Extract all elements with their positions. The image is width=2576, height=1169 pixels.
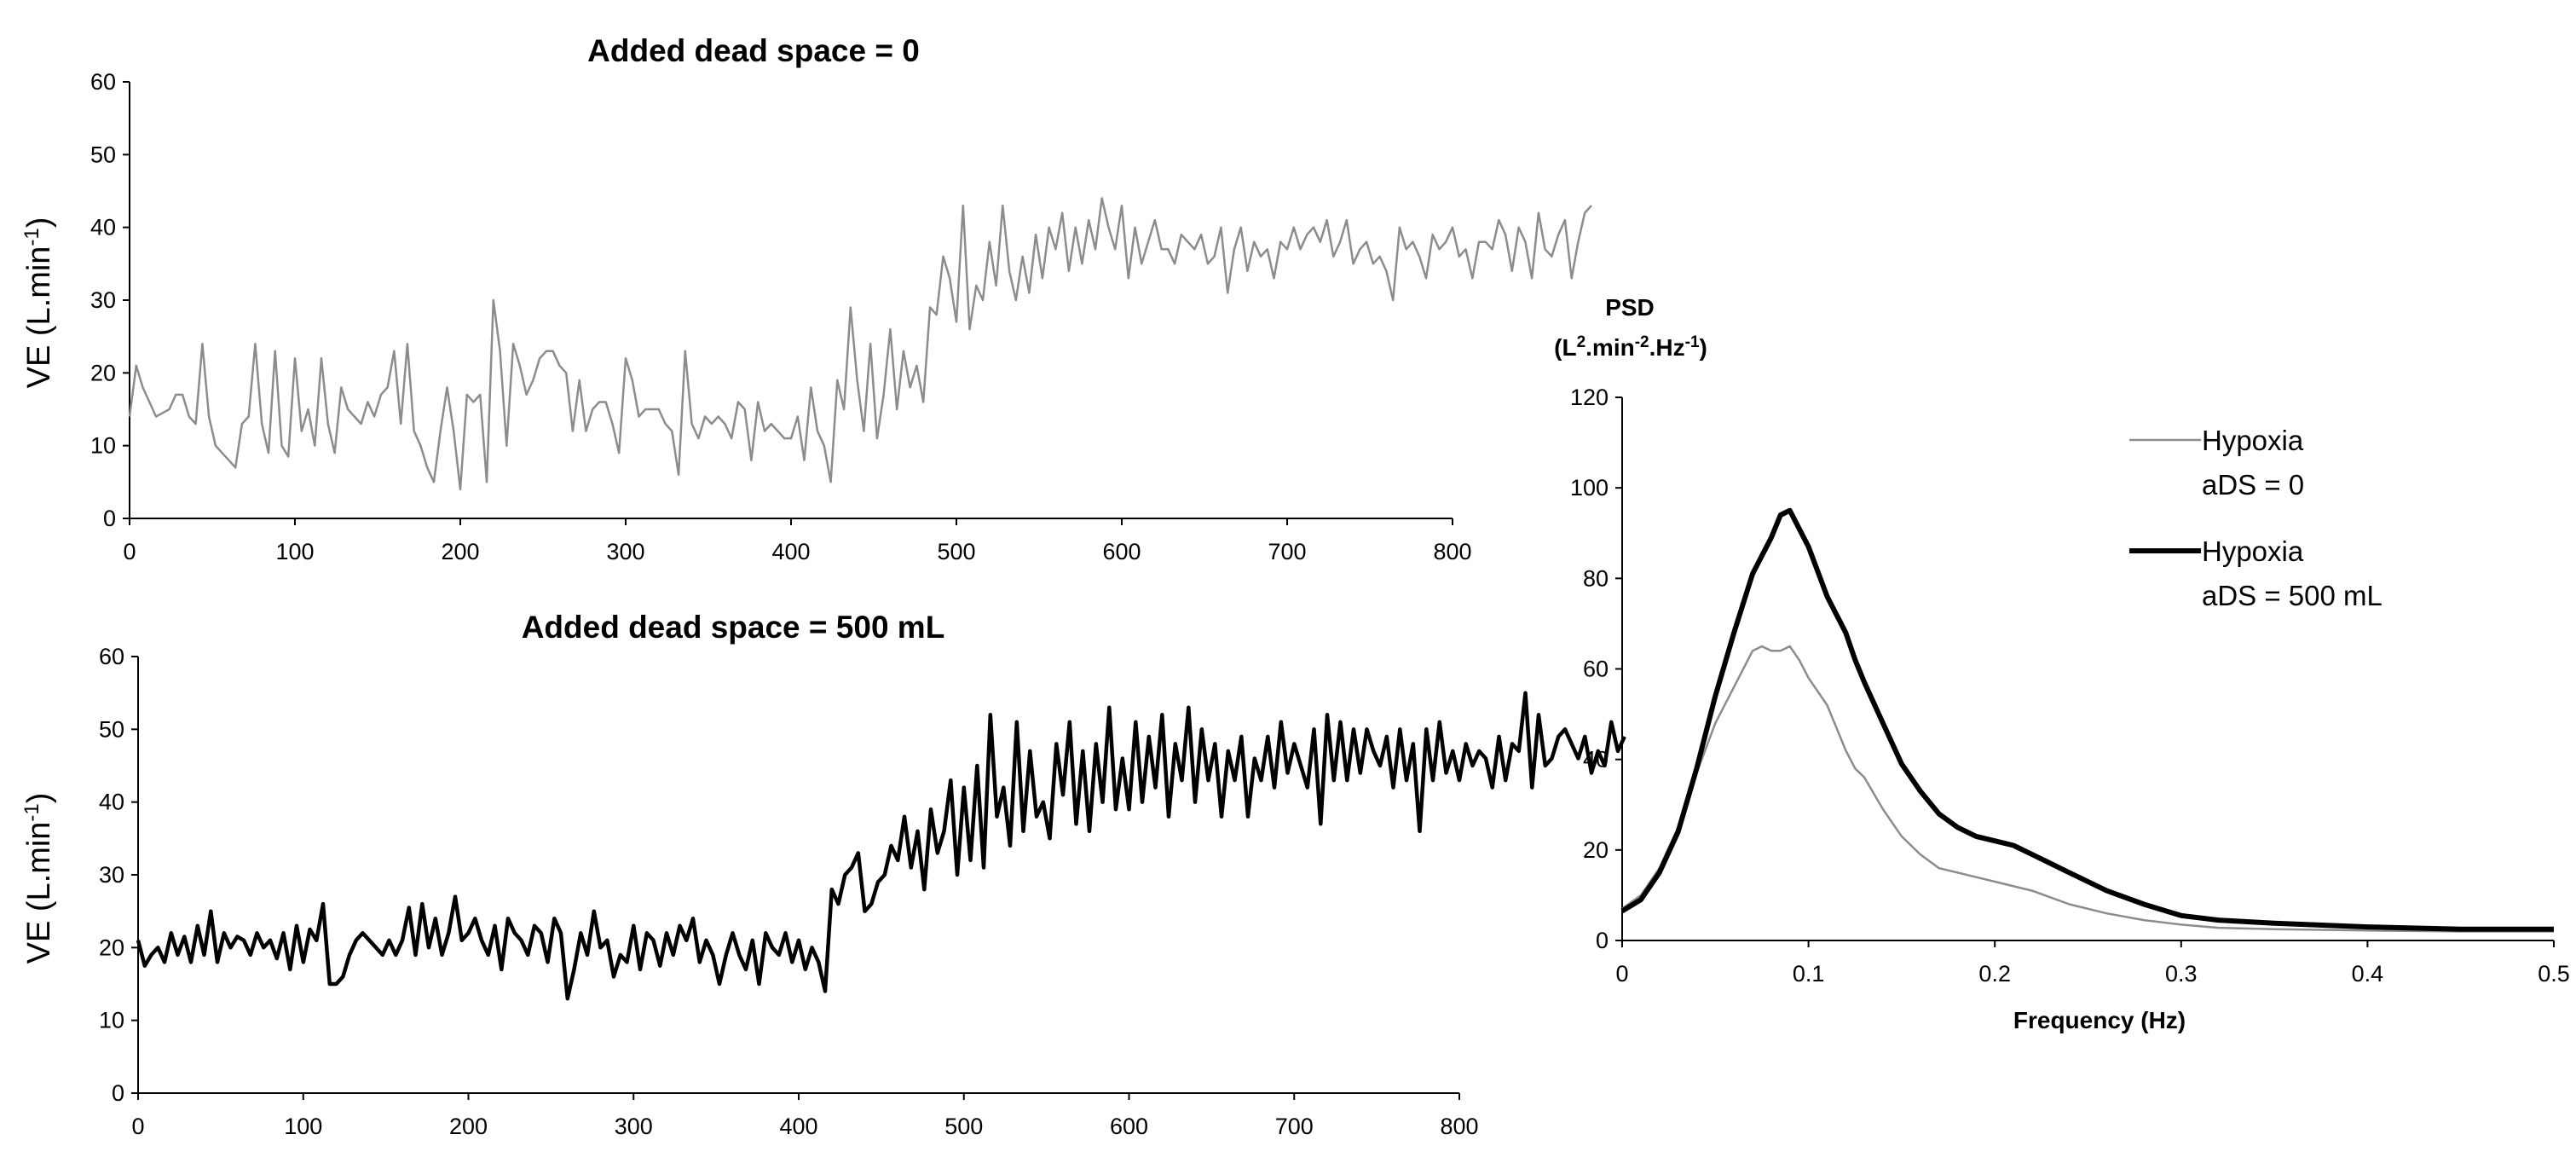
- legend-label-ads500-line2: aDS = 500 mL: [2202, 580, 2383, 611]
- y-tick-label: 60: [99, 644, 124, 669]
- psd-legend: Hypoxia aDS = 0 Hypoxia aDS = 500 mL: [2129, 425, 2383, 611]
- y-tick-label: 20: [1583, 837, 1609, 863]
- legend-entry-hypoxia-ads500: Hypoxia aDS = 500 mL: [2129, 535, 2383, 611]
- x-tick-label: 0: [131, 1114, 144, 1139]
- psd-x-ticks: 0 0.1 0.2 0.3 0.4 0.5: [1615, 940, 2570, 987]
- x-tick-label: 0: [1615, 961, 1628, 987]
- psd-y-axis-label-line2: (L2.min-2.Hz-1): [1554, 333, 1707, 362]
- y-tick-label: 40: [90, 215, 116, 240]
- chart2-title: Added dead space = 500 mL: [522, 610, 945, 645]
- x-tick-label: 400: [779, 1114, 817, 1139]
- x-tick-label: 600: [1102, 539, 1141, 564]
- chart1-y-axis-label: VE (L.min-1): [20, 217, 58, 389]
- legend-label-ads500-line1: Hypoxia: [2202, 535, 2304, 567]
- legend-label-ads0-line1: Hypoxia: [2202, 425, 2304, 456]
- y-tick-label: 50: [90, 142, 116, 167]
- y-tick-label: 10: [99, 1008, 124, 1033]
- chart-added-dead-space-0: Added dead space = 0 VE (L.min-1) 0 10 20 3…: [20, 33, 1592, 564]
- y-tick-label: 60: [90, 69, 116, 95]
- x-tick-label: 700: [1275, 1114, 1314, 1139]
- x-tick-label: 200: [441, 539, 479, 564]
- y-tick-label: 0: [103, 506, 116, 531]
- psd-x-axis-label: Frequency (Hz): [2013, 1007, 2186, 1033]
- chart1-axes: [129, 82, 1453, 519]
- x-tick-label: 0.2: [1978, 961, 2011, 987]
- x-tick-label: 0: [123, 539, 136, 564]
- x-tick-label: 100: [275, 539, 314, 564]
- x-tick-label: 300: [606, 539, 644, 564]
- x-tick-label: 0.5: [2538, 961, 2570, 987]
- y-tick-label: 20: [99, 935, 124, 960]
- y-tick-label: 100: [1570, 475, 1609, 501]
- x-tick-label: 200: [449, 1114, 488, 1139]
- y-tick-label: 30: [99, 862, 124, 888]
- y-tick-label: 30: [90, 287, 116, 313]
- legend-entry-hypoxia-ads0: Hypoxia aDS = 0: [2129, 425, 2304, 501]
- psd-series-line-adS0: [1621, 645, 2554, 933]
- chart-added-dead-space-500ml: Added dead space = 500 mL VE (L.min-1) 0…: [20, 610, 1626, 1139]
- y-tick-label: 0: [112, 1080, 124, 1106]
- x-tick-label: 100: [284, 1114, 322, 1139]
- y-tick-label: 60: [1583, 657, 1609, 682]
- chart1-title: Added dead space = 0: [587, 33, 920, 68]
- x-tick-label: 700: [1268, 539, 1306, 564]
- chart2-y-ticks: 0 10 20 30 40 50 60: [99, 644, 138, 1106]
- legend-label-ads0-line2: aDS = 0: [2202, 469, 2304, 501]
- x-tick-label: 500: [937, 539, 975, 564]
- chart1-y-ticks: 0 10 20 30 40 50 60: [90, 69, 130, 531]
- psd-y-ticks: 0 20 40 60 80 100 120: [1570, 385, 1622, 953]
- chart2-x-ticks: 0 100 200 300 400 500 600 700 800: [131, 1093, 1479, 1139]
- x-tick-label: 0.3: [2165, 961, 2198, 987]
- chart2-series-line: [136, 691, 1626, 1001]
- chart-psd: PSD (L2.min-2.Hz-1) Frequency (Hz) 0 20 40…: [1554, 294, 2570, 1033]
- x-tick-label: 500: [944, 1114, 983, 1139]
- x-tick-label: 600: [1110, 1114, 1148, 1139]
- y-tick-label: 40: [1583, 747, 1609, 773]
- x-tick-label: 800: [1433, 539, 1471, 564]
- psd-series-line-adS500: [1620, 507, 2554, 932]
- x-tick-label: 800: [1440, 1114, 1478, 1139]
- chart1-series-line: [128, 197, 1592, 491]
- x-tick-label: 0.4: [2352, 961, 2384, 987]
- y-tick-label: 0: [1596, 928, 1609, 953]
- y-tick-label: 20: [90, 360, 116, 385]
- x-tick-label: 0.1: [1793, 961, 1825, 987]
- psd-axes: [1621, 397, 2554, 941]
- y-tick-label: 40: [99, 790, 124, 815]
- y-tick-label: 80: [1583, 565, 1609, 591]
- chart2-y-axis-label: VE (L.min-1): [20, 793, 58, 964]
- x-tick-label: 300: [615, 1114, 653, 1139]
- y-tick-label: 50: [99, 716, 124, 742]
- psd-y-axis-label-line1: PSD: [1605, 294, 1655, 321]
- chart1-x-ticks: 0 100 200 300 400 500 600 700 800: [123, 518, 1472, 564]
- y-tick-label: 120: [1570, 385, 1609, 410]
- y-tick-label: 10: [90, 433, 116, 459]
- chart2-axes: [137, 657, 1459, 1094]
- x-tick-label: 400: [771, 539, 810, 564]
